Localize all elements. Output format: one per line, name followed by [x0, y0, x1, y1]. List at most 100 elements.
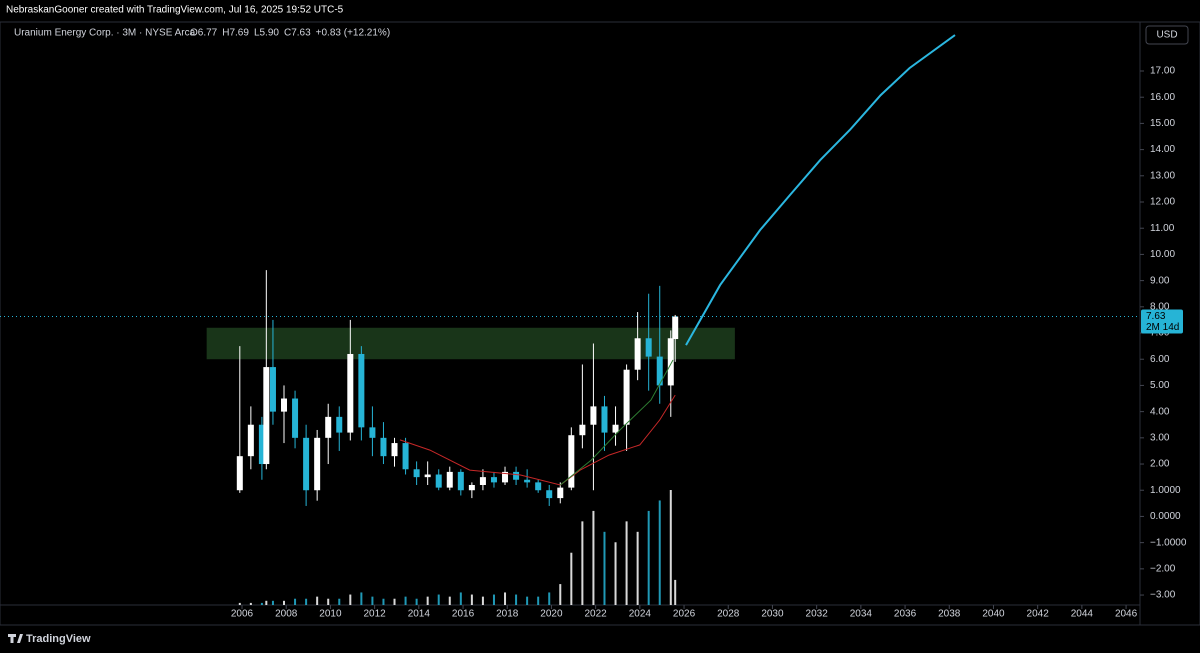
candle-body	[281, 398, 288, 412]
x-tick-label: 2030	[761, 609, 784, 620]
x-tick-label: 2046	[1115, 609, 1138, 620]
y-tick-label: −2.00	[1150, 563, 1176, 574]
volume-bar	[305, 598, 308, 605]
x-tick-label: 2024	[629, 609, 652, 620]
y-tick-label: 14.00	[1150, 144, 1175, 155]
volume-bar	[592, 510, 595, 605]
candle-body	[590, 406, 597, 425]
logo-icon	[8, 634, 23, 643]
candle-body	[247, 424, 254, 457]
candle-body	[535, 482, 542, 491]
candle-body	[490, 477, 497, 483]
x-tick-label: 2016	[452, 609, 475, 620]
currency-button[interactable]	[1145, 25, 1189, 45]
volume-bar	[526, 596, 529, 605]
volume-bar	[260, 602, 263, 605]
ohlc-value: +0.83 (+12.21%)	[316, 28, 391, 39]
chart-frame	[0, 21, 1200, 626]
volume-bar	[404, 596, 407, 605]
countdown-label: 2M 14d	[1146, 322, 1179, 333]
candle-body	[358, 353, 365, 428]
last-price-label: 7.63	[1146, 311, 1166, 322]
candle-body	[413, 469, 420, 478]
x-tick-label: 2020	[540, 609, 563, 620]
line-series	[685, 34, 956, 346]
volume-bar	[647, 510, 650, 605]
candle-body	[634, 338, 641, 370]
volume-bar	[603, 531, 606, 605]
candle-body	[263, 367, 270, 465]
y-tick-label: 9.00	[1150, 275, 1170, 286]
volume-bar	[294, 598, 297, 605]
x-tick-label: 2026	[673, 609, 696, 620]
candle-body	[424, 474, 431, 478]
y-tick-label: 8.00	[1150, 301, 1170, 312]
currency[interactable]: USD	[1156, 30, 1177, 41]
candle-body	[513, 471, 520, 480]
y-tick-label: 10.00	[1150, 249, 1175, 260]
x-tick-label: 2038	[938, 609, 961, 620]
x-tick-label: 2018	[496, 609, 519, 620]
candle-body	[502, 471, 509, 483]
zone	[206, 327, 735, 360]
volume-bar	[448, 596, 451, 605]
ohlc-value: O6.77	[190, 28, 218, 39]
x-tick-label: 2010	[319, 609, 342, 620]
volume-bar	[581, 521, 584, 605]
candle-body	[292, 398, 299, 438]
x-tick-label: 2006	[231, 609, 254, 620]
x-tick-label: 2036	[894, 609, 917, 620]
candle-body	[369, 427, 376, 438]
volume-bar	[470, 594, 473, 605]
candle-body	[325, 416, 332, 438]
y-tick-label: 0.0000	[1150, 511, 1181, 522]
volume-bar	[636, 531, 639, 605]
x-tick-label: 2044	[1071, 609, 1094, 620]
volume-bar	[238, 602, 241, 605]
volume-bar	[393, 598, 396, 605]
volume-bar	[371, 596, 374, 605]
y-tick-label: 17.00	[1150, 66, 1175, 77]
y-tick-label: 3.00	[1150, 432, 1170, 443]
volume-bar	[327, 598, 330, 605]
candle-body	[568, 435, 575, 488]
volume-bar	[625, 521, 628, 605]
candle-body	[347, 353, 354, 433]
credit: NebraskanGooner created with TradingView…	[6, 5, 344, 16]
x-tick-label: 2008	[275, 609, 298, 620]
volume-bar	[249, 602, 252, 605]
ohlc-value: L5.90	[254, 28, 279, 39]
candle-body	[258, 424, 265, 465]
volume-bar	[271, 600, 274, 605]
candle-body	[236, 456, 243, 491]
chart-title: Uranium Energy Corp. · 3M · NYSE Arca	[14, 28, 196, 39]
y-tick-label: 6.00	[1150, 354, 1170, 365]
x-tick-label: 2028	[717, 609, 740, 620]
x-tick-label: 2040	[982, 609, 1005, 620]
candle-body	[446, 471, 453, 488]
y-tick-label: 16.00	[1150, 92, 1175, 103]
volume-bar	[426, 596, 429, 605]
volume-bar	[415, 598, 418, 605]
ohlc-value: C7.63	[284, 28, 311, 39]
brand: TradingView	[26, 633, 91, 645]
candle-body	[601, 406, 608, 433]
candle-body	[303, 437, 310, 491]
volume-bar	[437, 594, 440, 605]
volume-bar	[559, 584, 562, 605]
volume-bar	[459, 592, 462, 605]
volume-bar	[658, 500, 661, 605]
candle-body	[645, 338, 652, 357]
candle-body	[672, 316, 679, 340]
candle-body	[623, 369, 630, 425]
line-series	[559, 359, 674, 486]
volume-bar	[504, 592, 507, 605]
x-tick-label: 2014	[408, 609, 431, 620]
x-tick-label: 2042	[1027, 609, 1050, 620]
candle-body	[435, 474, 442, 488]
volume-bar	[349, 594, 352, 605]
candle-body	[402, 443, 409, 470]
candle-body	[269, 367, 276, 412]
